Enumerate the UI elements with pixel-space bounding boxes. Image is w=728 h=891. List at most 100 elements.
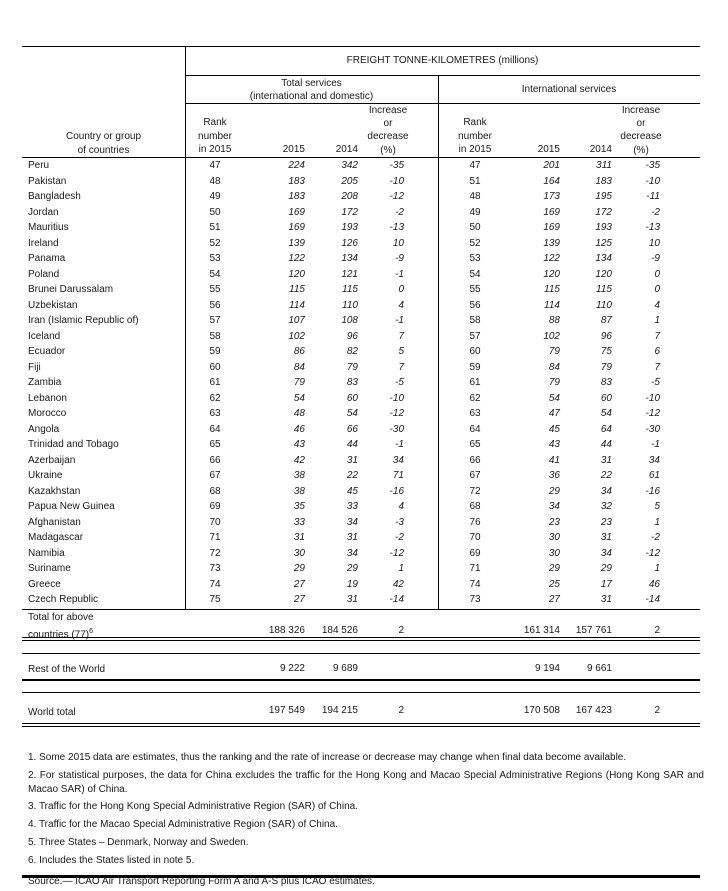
intl-2015-cell: 79 xyxy=(548,346,560,357)
intl-2015-cell: 164 xyxy=(543,175,560,187)
world-double-rule-b xyxy=(22,726,700,727)
world-total-row: World total 197 549 194 215 2 170 508 16… xyxy=(22,703,700,721)
intl-change-value: 2 xyxy=(654,625,660,636)
change-header-line4: (%) xyxy=(633,144,649,156)
header-bottom-rule xyxy=(22,157,700,158)
total-rank-header: Rank number in 2015 xyxy=(193,116,237,157)
intl-2015-cell: 139 xyxy=(543,237,560,249)
table-row: Brunei Darussalam 55 115 115 0 55 115 115 0 xyxy=(22,282,700,298)
intl-change-cell: -35 xyxy=(645,160,660,171)
intl-change-value: 2 xyxy=(654,705,660,716)
intl-2014-cell: 96 xyxy=(600,330,612,342)
intl-2015-cell: 122 xyxy=(543,253,560,264)
table-row: Ecuador 59 86 82 5 60 79 75 6 xyxy=(22,344,700,360)
total-double-rule-b xyxy=(22,640,700,641)
total-2014-cell: 33 xyxy=(346,501,358,512)
total-rank-cell: 65 xyxy=(209,439,221,450)
intl-change-cell: -9 xyxy=(651,253,660,264)
table-row: Czech Republic 75 27 31 -14 73 27 31 -14 xyxy=(22,592,700,608)
total-change-cell: 42 xyxy=(392,578,404,590)
intl-change-cell: 7 xyxy=(654,361,660,373)
intl-2014-cell: 193 xyxy=(595,222,612,233)
total-2014-cell: 110 xyxy=(342,299,358,311)
total-2015-cell: 27 xyxy=(293,594,305,605)
total-2015-cell: 27 xyxy=(293,578,305,590)
title-bottom-rule xyxy=(185,75,700,76)
total-rank-cell: 55 xyxy=(209,284,221,295)
world-double-rule-a xyxy=(22,723,700,724)
table-row: Iran (Islamic Republic of) 57 107 108 -1 58 88… xyxy=(22,313,700,329)
column-group-international-services: International services xyxy=(521,84,617,95)
intl-2015-cell: 25 xyxy=(548,578,560,590)
total-rank-cell: 57 xyxy=(209,315,221,326)
country-name-cell: Czech Republic xyxy=(28,594,99,605)
intl-2015-cell: 79 xyxy=(548,377,560,388)
intl-2014-value: 157 761 xyxy=(575,625,612,636)
intl-rank-header: Rank number in 2015 xyxy=(453,116,497,157)
table-row: Azerbaijan 66 42 31 34 66 41 31 34 xyxy=(22,453,700,469)
page-bottom-rule xyxy=(22,875,700,878)
total-change-cell: -35 xyxy=(389,160,404,171)
country-name-cell: Pakistan xyxy=(28,175,67,187)
table-row: Greece 74 27 19 42 74 25 17 46 xyxy=(22,577,700,593)
rank-header-line2: number xyxy=(198,130,232,142)
total-services-line2: (international and domestic) xyxy=(249,90,374,102)
intl-2015-cell: 54 xyxy=(548,392,560,404)
total-change-cell: 34 xyxy=(392,454,404,466)
intl-rank-cell: 49 xyxy=(469,206,481,218)
country-header-line2: of countries xyxy=(77,144,130,156)
intl-change-cell: 10 xyxy=(648,237,660,249)
change-header-line1: Increase xyxy=(621,105,661,116)
intl-2015-cell: 84 xyxy=(548,361,560,373)
country-name-cell: Jordan xyxy=(28,206,59,218)
intl-2015-cell: 173 xyxy=(543,191,560,202)
total-for-above-row: Total for above countries (77)6 188 326 … xyxy=(22,610,700,640)
intl-change-cell: 61 xyxy=(648,470,660,481)
country-name-cell: Morocco xyxy=(28,408,67,419)
total-change-cell: 7 xyxy=(398,330,404,342)
total-change-cell: -10 xyxy=(389,392,404,404)
total-change-cell: -13 xyxy=(389,222,404,233)
total-change-cell: 10 xyxy=(392,237,404,249)
country-name-cell: Iran (Islamic Republic of) xyxy=(28,315,139,326)
table-row: Poland 54 120 121 -1 54 120 120 0 xyxy=(22,267,700,283)
intl-change-cell: 5 xyxy=(654,501,660,512)
footnote-5: 5. Three States – Denmark, Norway and Sw… xyxy=(28,836,249,848)
intl-rank-cell: 51 xyxy=(469,175,481,187)
total-label-line1: Total for above xyxy=(28,612,94,623)
intl-rank-cell: 65 xyxy=(469,439,481,450)
country-name-cell: Zambia xyxy=(28,377,62,388)
intl-change-cell: -12 xyxy=(645,547,660,559)
total-2014-cell: 115 xyxy=(342,284,358,295)
country-name-cell: Lebanon xyxy=(28,392,67,404)
total-2014-cell: 96 xyxy=(346,330,358,342)
total-2015-cell: 169 xyxy=(288,206,305,218)
country-name-cell: Poland xyxy=(28,268,60,280)
total-change-cell: -12 xyxy=(389,191,404,202)
total-rank-cell: 73 xyxy=(209,563,221,574)
footnote-ref: 6 xyxy=(89,627,94,635)
total-change-cell: -16 xyxy=(389,485,404,497)
intl-2014-cell: 22 xyxy=(600,470,612,481)
intl-rank-cell: 64 xyxy=(469,423,481,435)
intl-2014-cell: 29 xyxy=(600,563,612,574)
footnote-4: 4. Traffic for the Macao Special Adminis… xyxy=(28,819,338,831)
intl-rank-cell: 52 xyxy=(469,237,481,249)
total-2015-cell: 102 xyxy=(288,330,305,342)
intl-2015-cell: 30 xyxy=(548,547,560,559)
total-row-label: Total for above countries (77)6 xyxy=(28,611,94,641)
table-row: Uzbekistan 56 114 110 4 56 114 110 4 xyxy=(22,298,700,314)
intl-change-cell: -10 xyxy=(645,392,660,404)
intl-2015-cell: 30 xyxy=(548,532,560,543)
total-rank-cell: 68 xyxy=(209,485,221,497)
intl-2015-cell: 102 xyxy=(543,330,560,342)
intl-rank-cell: 62 xyxy=(469,392,481,404)
intl-2014-cell: 34 xyxy=(600,547,612,559)
intl-2014-cell: 31 xyxy=(600,594,612,605)
rank-header-line3: in 2015 xyxy=(198,144,232,155)
intl-rank-cell: 66 xyxy=(469,454,481,466)
intl-rank-cell: 76 xyxy=(469,516,481,528)
total-2014-cell: 66 xyxy=(346,423,358,435)
country-divider-rule xyxy=(185,46,186,609)
world-total-label: World total xyxy=(28,707,76,718)
